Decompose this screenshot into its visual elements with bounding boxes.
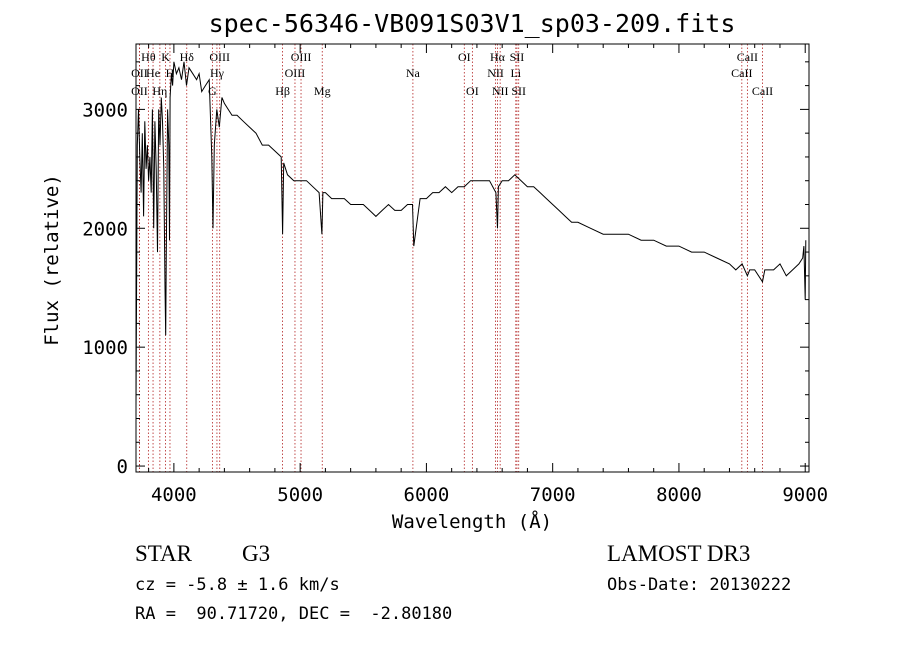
- line-label: OIII: [285, 66, 306, 80]
- line-label: SII: [510, 50, 525, 64]
- line-label: OIII: [209, 50, 230, 64]
- line-label: G: [208, 84, 217, 98]
- line-label: Li: [510, 66, 521, 80]
- line-label: OIII: [291, 50, 312, 64]
- line-label: Hβ: [275, 84, 290, 98]
- line-label: Hδ: [180, 50, 195, 64]
- chart-title: spec-56346-VB091S03V1_sp03-209.fits: [209, 9, 736, 38]
- line-label: SII: [511, 84, 526, 98]
- x-tick-label: 9000: [782, 484, 828, 506]
- line-label: He: [146, 66, 160, 80]
- line-label: Hγ: [210, 66, 225, 80]
- coordinates-text: RA = 90.71720, DEC = -2.80180: [135, 604, 452, 624]
- x-tick-label: 8000: [656, 484, 702, 506]
- line-label: H: [166, 66, 175, 80]
- x-axis: 4000 5000 6000 7000 8000 9000: [148, 44, 828, 506]
- line-label: Mg: [314, 84, 331, 98]
- x-tick-label: 5000: [277, 484, 323, 506]
- object-subclass: G3: [242, 541, 270, 566]
- line-label: CaII: [752, 84, 773, 98]
- line-label: CaII: [731, 66, 752, 80]
- object-class: STAR: [135, 541, 193, 566]
- line-label: NII: [492, 84, 509, 98]
- line-label: Hα: [490, 50, 506, 64]
- spectrum-trace: [135, 61, 807, 407]
- line-label: CaII: [737, 50, 758, 64]
- x-tick-label: 4000: [151, 484, 197, 506]
- survey-name: LAMOST DR3: [607, 541, 750, 566]
- line-label: OII: [131, 84, 148, 98]
- line-label: Na: [406, 66, 421, 80]
- y-tick-label: 0: [117, 456, 128, 478]
- line-label: OI: [466, 84, 479, 98]
- y-axis: 0 1000 2000 3000: [82, 61, 809, 478]
- line-label: NII: [487, 66, 504, 80]
- line-label: Hθ: [141, 50, 156, 64]
- y-tick-label: 3000: [82, 99, 128, 121]
- y-axis-label: Flux (relative): [41, 174, 63, 346]
- line-label: OI: [458, 50, 471, 64]
- line-label: Hη: [152, 84, 167, 98]
- observation-date: Obs-Date: 20130222: [607, 575, 791, 595]
- x-tick-label: 7000: [530, 484, 576, 506]
- x-axis-label: Wavelength (Å): [392, 510, 552, 533]
- line-label: OII: [131, 66, 148, 80]
- plot-frame: [135, 43, 810, 473]
- y-tick-label: 1000: [82, 337, 128, 359]
- line-label: K: [161, 50, 170, 64]
- y-tick-label: 2000: [82, 218, 128, 240]
- spectral-line-markers: [139, 44, 763, 472]
- x-tick-label: 6000: [404, 484, 450, 506]
- redshift-text: cz = -5.8 ± 1.6 km/s: [135, 575, 340, 595]
